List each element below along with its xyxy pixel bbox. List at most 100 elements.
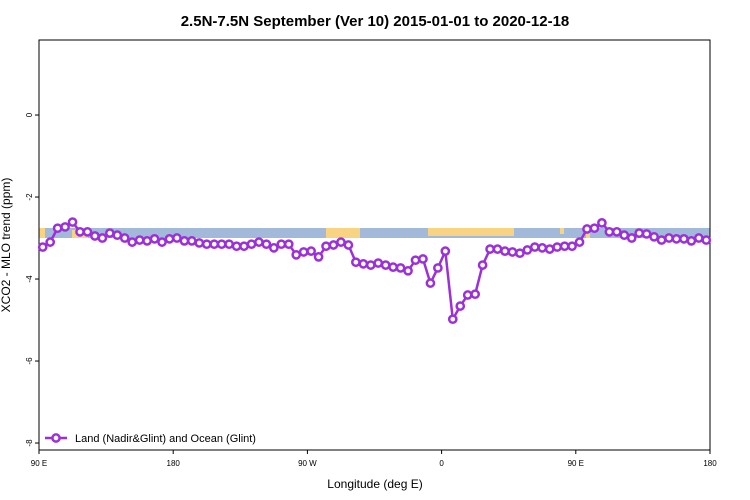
chart-title: 2.5N-7.5N September (Ver 10) 2015-01-01 … [181,13,570,30]
y-tick-label: -2 [25,193,34,201]
data-point [351,257,361,268]
data-point [90,231,100,241]
data-point [589,223,600,234]
data-point [626,233,637,243]
data-point [112,230,123,241]
data-point [142,236,152,246]
data-point [261,239,272,250]
data-point [298,247,309,257]
data-point [45,237,56,247]
data-point [343,240,354,250]
data-point [492,244,503,254]
data-point [313,252,324,262]
data-point [246,239,257,250]
x-tick-label: 180 [167,459,181,468]
data-point [380,260,391,270]
data-point [75,227,85,237]
data-point [634,228,645,238]
data-point [656,235,667,245]
data-point [395,263,406,273]
data-point [306,246,316,256]
data-point [365,260,376,270]
data-point [425,278,436,288]
data-point [455,301,466,311]
data-point [67,217,78,227]
data-point [164,234,175,244]
y-axis-label: XCO2 - MLO trend (ppm) [0,178,13,313]
data-point [701,235,712,245]
data-point [209,239,220,250]
legend-label: Land (Nadir&Glint) and Ocean (Glint) [75,433,256,445]
data-point [149,234,160,244]
y-tick-label: 0 [25,112,34,117]
data-point [604,227,615,237]
x-tick-label: 180 [703,459,717,468]
data-point [537,243,548,253]
data-point [239,241,249,252]
data-point [693,233,704,243]
y-tick-label: -6 [25,357,34,365]
data-point [186,236,197,246]
data-point [418,254,428,264]
data-point [447,314,458,325]
data-point [440,246,451,256]
data-point [52,223,63,234]
data-point [60,222,70,232]
data-point [291,249,302,260]
data-point [522,245,533,255]
data-point [283,239,294,250]
data-point [388,262,398,272]
data-point [529,242,540,252]
data-point [403,265,413,276]
data-point [500,246,510,256]
x-tick-label: 0 [439,459,444,468]
data-point [477,260,488,270]
data-point [254,237,264,247]
data-point [97,233,108,243]
data-point [597,218,607,228]
data-point [224,239,234,250]
data-point [201,239,212,250]
data-point [559,241,570,252]
plot-frame [38,39,711,451]
x-axis-label: Longitude (deg E) [327,477,422,491]
data-point [82,227,93,237]
data-point [373,258,384,268]
data-point [679,234,689,244]
data-point [507,247,518,257]
data-point [37,242,48,252]
data-point [172,233,182,243]
data-point [544,244,555,254]
data-point [119,233,130,243]
data-point [649,231,659,242]
data-point [336,237,346,247]
data-point [104,228,115,238]
data-point [641,229,652,239]
data-point [515,248,525,259]
data-point [611,227,622,237]
data-point [574,237,585,247]
data-point [470,289,480,300]
data-point [582,224,592,234]
x-tick-label: 90 E [568,459,584,468]
data-point [552,242,563,252]
data-point [358,259,369,269]
data-point [216,239,227,250]
data-point [686,236,697,246]
data-point [194,238,205,248]
data-point [134,235,145,245]
data-point [269,243,279,253]
data-point [179,236,190,246]
data-point [231,241,242,252]
data-point [462,290,473,300]
y-tick-label: -4 [25,275,34,283]
legend-marker [51,433,61,443]
data-point [664,233,674,243]
data-point [433,263,443,273]
data-point [157,237,167,247]
data-point [671,234,682,244]
x-tick-label: 90 W [298,459,317,468]
data-point [567,241,577,252]
data-point [485,244,495,254]
